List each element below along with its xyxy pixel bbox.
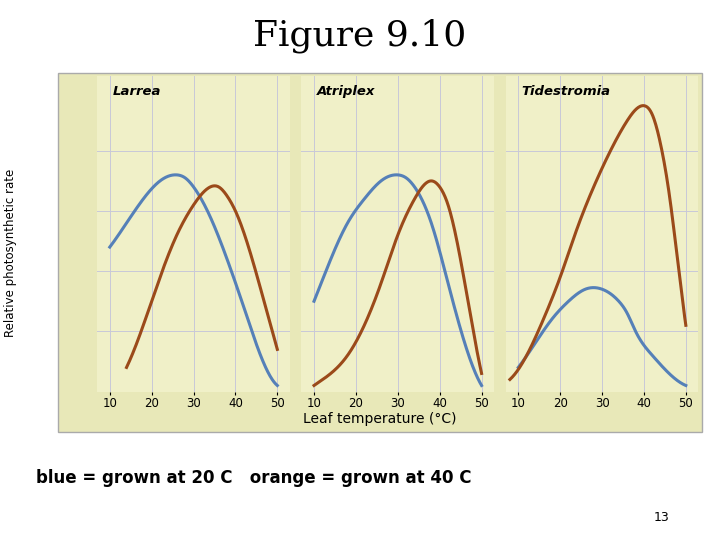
Text: 13: 13 [654, 511, 670, 524]
Text: Relative photosynthetic rate: Relative photosynthetic rate [4, 168, 17, 336]
Text: Figure 9.10: Figure 9.10 [253, 19, 467, 53]
Text: Leaf temperature (°C): Leaf temperature (°C) [303, 411, 456, 426]
Text: blue = grown at 20 C   orange = grown at 40 C: blue = grown at 20 C orange = grown at 4… [36, 469, 472, 487]
Text: Tidestromia: Tidestromia [521, 85, 611, 98]
Text: Atriplex: Atriplex [317, 85, 375, 98]
Text: Larrea: Larrea [112, 85, 161, 98]
